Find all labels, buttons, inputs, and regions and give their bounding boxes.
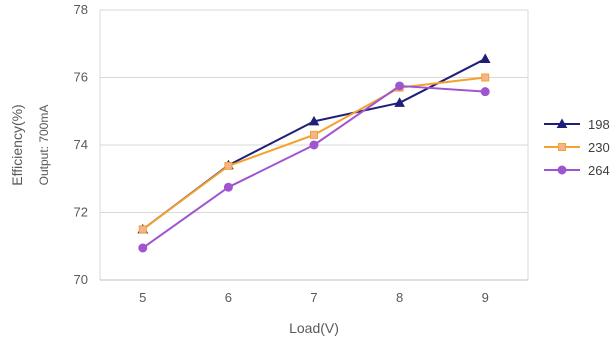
x-axis-title: Load(V)	[289, 320, 339, 336]
legend-marker	[557, 165, 567, 175]
x-tick-label: 6	[225, 290, 232, 305]
data-point-198	[394, 97, 405, 107]
data-point-264	[480, 87, 490, 97]
legend-label: 230	[588, 140, 610, 155]
legend-item-230: 230	[544, 140, 610, 155]
y-tick-label: 78	[74, 2, 88, 17]
data-point-230	[138, 225, 147, 234]
series-lines	[137, 53, 491, 253]
series-230	[138, 73, 490, 234]
data-point-264	[395, 81, 405, 91]
legend-item-264: 264	[544, 163, 610, 178]
legend-marker	[558, 143, 566, 151]
y-axis-subtitle: Output: 700mA	[37, 105, 51, 186]
legend-item-198: 198	[544, 117, 610, 132]
legend-label: 264	[588, 163, 610, 178]
data-point-230	[310, 130, 318, 139]
y-tick-label: 74	[74, 137, 88, 152]
x-tick-label: 9	[482, 290, 489, 305]
y-axis-title: Efficiency(%)	[9, 104, 25, 185]
legend-label: 198	[588, 117, 610, 132]
axes	[99, 10, 529, 281]
data-point-198	[308, 115, 320, 126]
y-tick-label: 72	[74, 205, 88, 220]
y-tick-label: 70	[74, 272, 88, 287]
data-point-264	[138, 243, 148, 253]
data-point-198	[479, 53, 491, 63]
legend: 198 230 264	[544, 117, 610, 178]
data-point-230	[481, 73, 490, 82]
series-line-230	[142, 76, 486, 231]
data-point-264	[223, 182, 233, 192]
x-tick-label: 8	[396, 290, 403, 305]
x-tick-label: 7	[310, 290, 317, 305]
series-line-264	[142, 84, 486, 249]
series-264	[138, 81, 490, 253]
data-point-264	[309, 140, 319, 150]
y-tick-label: 76	[74, 70, 88, 85]
legend-marker	[556, 118, 568, 128]
data-point-230	[224, 161, 233, 170]
x-tick-label: 5	[139, 290, 146, 305]
